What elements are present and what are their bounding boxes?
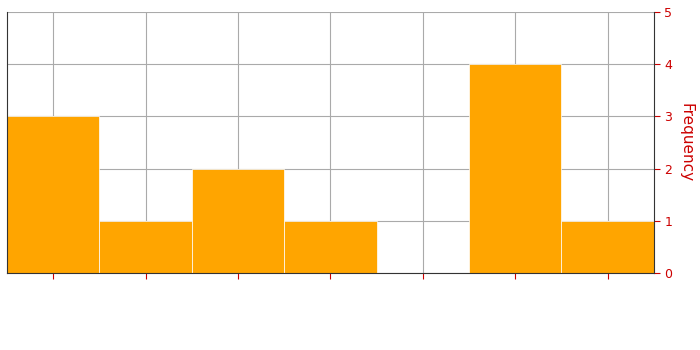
Bar bbox=[192, 169, 284, 273]
Bar bbox=[284, 221, 377, 273]
Y-axis label: Frequency: Frequency bbox=[678, 103, 693, 182]
Bar bbox=[99, 221, 192, 273]
Bar bbox=[7, 116, 99, 273]
Bar bbox=[561, 221, 654, 273]
Bar bbox=[469, 64, 561, 273]
